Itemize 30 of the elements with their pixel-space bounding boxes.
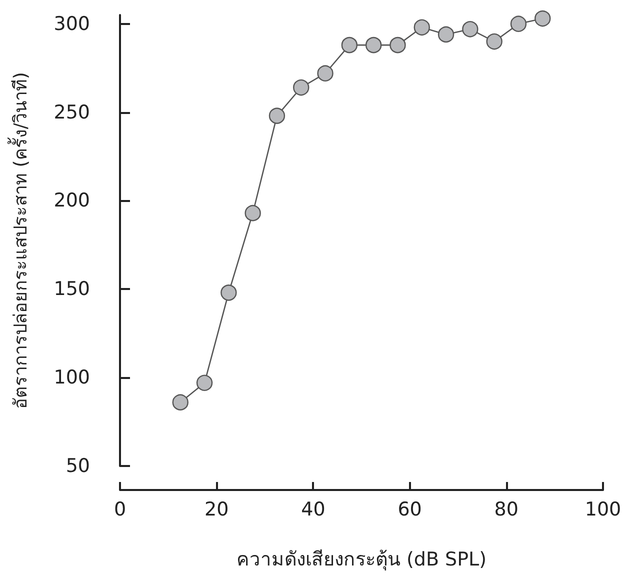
y-tick-label: 200 [54, 190, 90, 212]
x-tick-label: 100 [584, 498, 622, 520]
y-tick-label: 100 [54, 366, 90, 389]
point [172, 394, 188, 410]
point [365, 36, 382, 54]
x-tick-label: 40 [301, 498, 326, 520]
point [293, 79, 310, 96]
x-tick-label: 60 [398, 498, 422, 520]
x-tick-label: 20 [204, 498, 229, 520]
point [462, 21, 478, 38]
y-tick-label: 50 [66, 455, 90, 477]
point [196, 374, 213, 391]
x-axis-title: ความดังเสียงกระตุ้น (dB SPL) [236, 548, 487, 572]
x-tick-label: 0 [114, 498, 126, 520]
point [390, 36, 406, 54]
point [268, 108, 286, 124]
y-axis-title: อัตราการปล่อยกระแสประสาท (ครั้ง/วินาที) [8, 72, 32, 409]
point [317, 65, 334, 82]
y-tick-label: 150 [54, 278, 90, 300]
point [534, 10, 551, 27]
y-tick-label: 300 [54, 12, 90, 35]
point [414, 19, 430, 36]
point [486, 33, 502, 50]
point [510, 16, 527, 32]
point [244, 204, 261, 222]
point [220, 284, 237, 301]
point [438, 26, 454, 43]
y-tick-label: 250 [54, 101, 90, 124]
point [341, 36, 358, 54]
x-tick-label: 80 [494, 498, 518, 520]
